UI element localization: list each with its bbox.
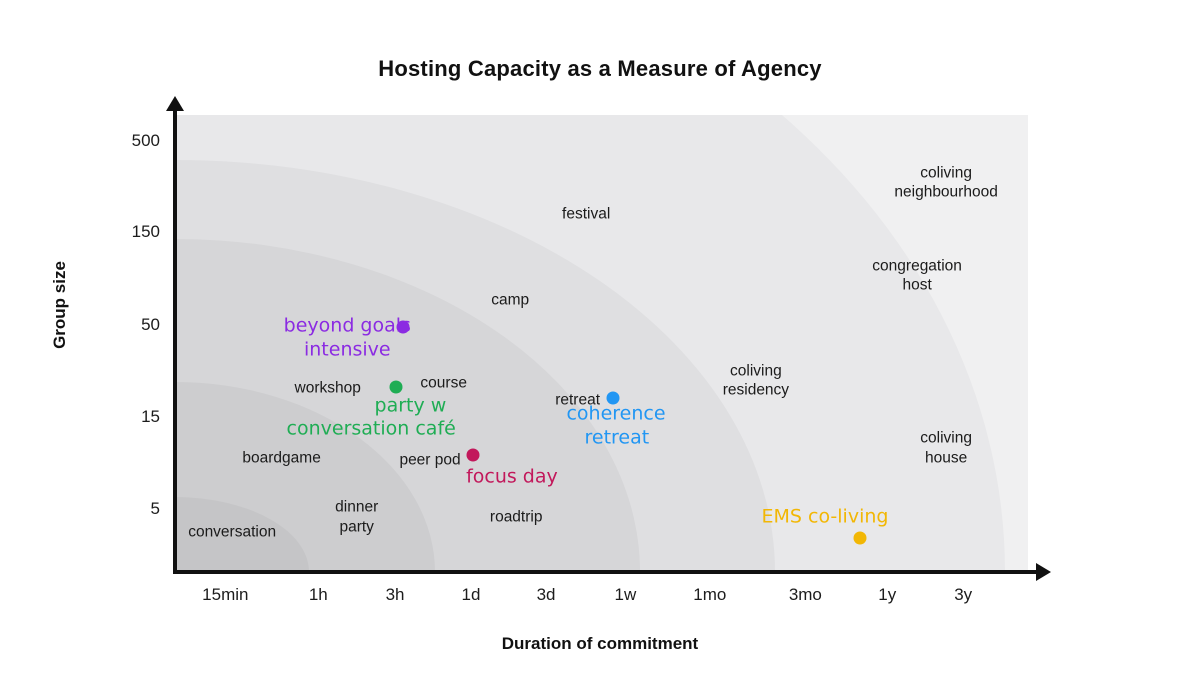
plot-area: conversation dinner party boardgame worksho… [175,115,1028,572]
x-tick-1w: 1w [614,585,637,604]
highlight-label-beyond-goals-intensive-line1: beyond goals [283,314,411,337]
x-tick-3y: 3y [954,585,973,604]
highlight-label-party-w-conversation-cafe-line1: party w [374,394,447,417]
y-tick-15: 15 [141,407,160,427]
y-tick-50: 50 [141,315,160,335]
x-tick-3mo: 3mo [788,585,822,604]
point-label-roadtrip: roadtrip [489,508,543,526]
chart-title: Hosting Capacity as a Measure of Agency [378,56,822,81]
highlight-label-ems-co-living: EMS co-living [761,505,889,528]
x-tick-15min: 15min [202,585,249,604]
dot-ems-co-living [853,531,867,545]
point-label-conversation: conversation [188,523,277,541]
highlight-label-coherence-retreat-line2: retreat [584,426,650,449]
x-tick-1d: 1d [461,585,481,604]
point-label-coliving-house: coliving house [920,429,972,467]
x-tick-3h: 3h [385,585,405,604]
x-axis-arrow-icon [1036,563,1051,581]
point-label-coliving-residency: coliving residency [722,362,790,399]
x-tick-1y: 1y [878,585,897,604]
point-label-workshop: workshop [294,379,361,397]
point-label-peer-pod: peer pod [399,451,461,469]
dot-party-w-conversation-cafe [389,380,403,394]
highlight-label-coherence-retreat-line1: coherence [566,402,666,425]
highlight-label-party-w-conversation-cafe-line2: conversation café [286,417,456,440]
dot-focus-day [466,448,480,462]
dot-beyond-goals-intensive [396,320,410,334]
point-label-boardgame: boardgame [242,449,321,467]
x-tick-3d: 3d [536,585,556,604]
y-tick-5: 5 [150,498,160,518]
point-label-congregation-host: congregation host [872,257,962,294]
y-axis-line [173,106,177,574]
x-axis-title: Duration of commitment [501,634,699,653]
highlight-label-beyond-goals-intensive-line2: intensive [303,338,391,361]
point-label-coliving-neighbourhood: coliving neighbourhood [894,164,998,202]
point-label-retreat: retreat [555,391,601,409]
x-axis-ticks: 15min 1h 3h 1d 3d 1w 1mo 3mo 1y 3y [175,585,1028,607]
point-label-course: course [420,374,467,392]
point-label-festival: festival [562,205,611,223]
y-axis-ticks: 500 150 50 15 5 [0,115,160,572]
x-tick-1mo: 1mo [693,585,727,604]
highlight-label-focus-day: focus day [466,465,558,488]
x-axis-line [173,570,1039,574]
point-label-dinner-party: dinner party [335,498,379,536]
y-tick-150: 150 [131,221,160,241]
point-label-camp: camp [491,291,530,309]
y-axis-arrow-icon [166,96,184,111]
dot-coherence-retreat [606,391,620,405]
x-tick-1h: 1h [308,585,328,604]
y-tick-500: 500 [131,131,160,151]
